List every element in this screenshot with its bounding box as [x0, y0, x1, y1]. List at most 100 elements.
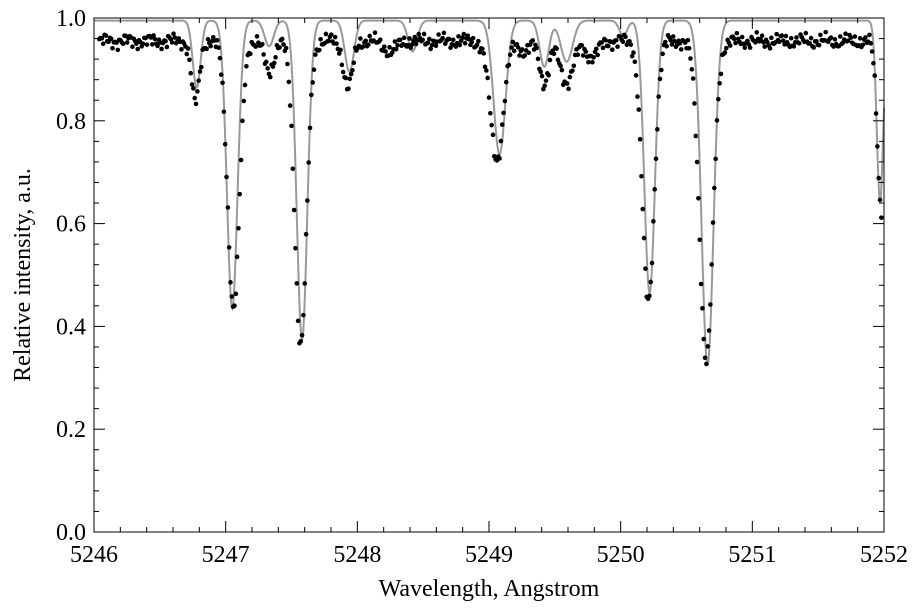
observed-point — [450, 37, 456, 43]
observed-point — [332, 34, 338, 40]
observed-point — [409, 42, 415, 47]
observed-point — [599, 40, 604, 45]
observed-point — [490, 132, 496, 138]
observed-point — [803, 30, 809, 36]
observed-point — [237, 191, 243, 197]
observed-point — [480, 46, 485, 52]
x-tick-label: 5247 — [202, 542, 250, 568]
observed-point — [346, 86, 351, 92]
observed-point — [343, 75, 349, 81]
observed-point — [392, 39, 398, 44]
observed-point — [872, 73, 878, 78]
observed-point — [651, 219, 656, 224]
observed-point — [338, 47, 343, 53]
observed-point — [818, 32, 823, 38]
observed-point — [226, 245, 232, 250]
observed-point — [228, 280, 233, 285]
observed-point — [779, 33, 785, 38]
observed-point — [664, 43, 669, 49]
observed-point — [530, 38, 536, 43]
observed-point — [204, 46, 209, 52]
observed-point — [600, 45, 606, 51]
y-tick-label: 0.2 — [56, 417, 86, 443]
observed-point — [863, 35, 868, 40]
observed-point — [511, 48, 517, 54]
observed-point — [469, 39, 475, 45]
observed-point — [668, 37, 673, 43]
observed-point — [636, 107, 642, 112]
observed-point — [163, 38, 168, 44]
observed-point — [807, 41, 813, 46]
observed-point — [395, 43, 400, 48]
observed-point — [796, 41, 802, 46]
observed-point — [498, 138, 504, 144]
model-spectrum-line — [94, 19, 885, 367]
observed-point — [876, 175, 882, 181]
observed-point — [615, 44, 620, 49]
observed-point — [220, 80, 225, 86]
observed-point — [497, 156, 502, 161]
observed-point — [745, 38, 750, 44]
observed-point — [267, 74, 273, 80]
observed-point — [270, 64, 276, 69]
observed-point — [791, 44, 797, 49]
observed-point — [164, 44, 170, 50]
observed-point — [350, 67, 355, 73]
observed-point — [225, 205, 231, 210]
observed-point — [100, 41, 106, 47]
observed-point — [172, 35, 178, 40]
observed-point — [564, 81, 570, 86]
observed-point — [541, 86, 546, 92]
observed-point — [871, 60, 876, 66]
y-tick-label: 0.6 — [56, 212, 86, 238]
observed-point — [486, 95, 492, 100]
observed-point — [440, 35, 445, 41]
observed-point — [502, 98, 508, 104]
observed-point — [769, 35, 774, 41]
observed-point — [595, 52, 600, 58]
observed-point — [832, 37, 838, 42]
observed-point — [238, 157, 244, 163]
observed-point — [155, 43, 160, 49]
observed-point — [794, 35, 799, 40]
observed-point — [470, 35, 476, 41]
observed-point — [260, 41, 265, 47]
observed-point — [507, 52, 513, 58]
observed-point — [547, 57, 553, 63]
observed-point — [283, 45, 289, 51]
observed-point — [358, 36, 363, 41]
observed-point — [677, 40, 683, 46]
observed-point — [501, 110, 506, 116]
observed-point — [433, 43, 439, 49]
observed-point — [559, 67, 565, 73]
observed-point — [845, 38, 851, 44]
observed-point — [393, 46, 399, 52]
observed-point — [605, 43, 611, 49]
observed-point — [659, 67, 664, 73]
observed-point — [647, 293, 652, 299]
observed-point — [857, 36, 863, 41]
observed-point — [271, 60, 277, 66]
observed-point — [705, 344, 711, 349]
observed-point — [816, 42, 822, 48]
observed-point — [110, 45, 115, 51]
observed-point — [571, 63, 577, 69]
observed-point — [543, 78, 549, 83]
observed-point — [717, 81, 722, 86]
observed-point — [696, 195, 701, 201]
observed-point — [115, 47, 121, 53]
observed-point — [716, 96, 721, 102]
observed-point — [631, 50, 636, 55]
observed-point — [285, 61, 290, 67]
observed-point — [317, 47, 322, 53]
observed-point — [311, 67, 317, 72]
observed-point — [662, 39, 668, 45]
observed-point — [648, 279, 654, 285]
observed-point — [420, 37, 426, 43]
x-tick-label: 5248 — [333, 542, 381, 568]
observed-point — [279, 36, 285, 42]
observed-point — [733, 40, 738, 46]
observed-point — [628, 42, 634, 47]
observed-point — [185, 46, 191, 51]
